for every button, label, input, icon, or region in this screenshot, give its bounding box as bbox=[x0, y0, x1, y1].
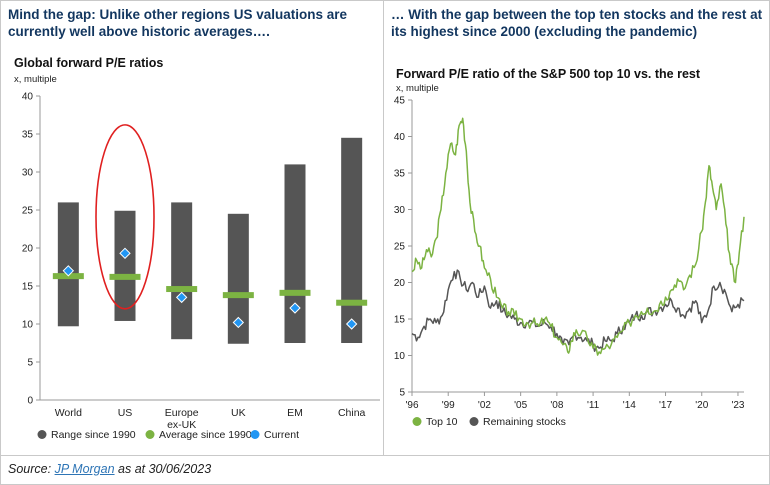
x-tick-label: ex-UK bbox=[167, 419, 196, 431]
x-tick-label: Europe bbox=[165, 407, 199, 419]
legend-swatch bbox=[250, 430, 260, 439]
left-chart-title: Global forward P/E ratios bbox=[14, 56, 164, 70]
x-tick-label: US bbox=[118, 407, 133, 419]
x-tick-label: '17 bbox=[659, 400, 672, 411]
x-tick-label: '99 bbox=[442, 400, 455, 411]
legend-swatch bbox=[412, 417, 422, 426]
left-chart-unit: x, multiple bbox=[14, 74, 57, 85]
range-bar bbox=[341, 137, 363, 343]
range-bar bbox=[114, 210, 136, 321]
average-mark bbox=[109, 273, 141, 280]
left-headline: Mind the gap: Unlike other regions US va… bbox=[8, 7, 348, 39]
current-marker bbox=[289, 302, 301, 314]
series-line-remaining-stocks bbox=[411, 269, 745, 352]
y-tick-label: 40 bbox=[394, 132, 406, 143]
x-tick-label: '96 bbox=[405, 400, 418, 411]
x-tick-label: UK bbox=[231, 407, 246, 419]
x-tick-label: '11 bbox=[587, 400, 600, 411]
range-bar bbox=[284, 164, 306, 343]
y-tick-label: 45 bbox=[394, 96, 406, 107]
legend-swatch bbox=[469, 417, 479, 426]
range-bar bbox=[171, 202, 193, 340]
x-tick-label: '08 bbox=[550, 400, 563, 411]
right-chart-title: Forward P/E ratio of the S&P 500 top 10 … bbox=[396, 67, 701, 81]
y-tick-label: 10 bbox=[22, 320, 34, 331]
source-divider bbox=[0, 455, 770, 456]
range-bar bbox=[57, 202, 79, 327]
top10-vs-rest-chart: 5 10 15 20 25 30 35 40 45 '96 '99 '02 '05 '08 '11 '14 '1… bbox=[394, 96, 745, 429]
legend-label: Range since 1990 bbox=[51, 429, 136, 441]
legend-label: Top 10 bbox=[426, 416, 458, 428]
x-tick-label: World bbox=[55, 407, 82, 419]
x-tick-label: '02 bbox=[478, 400, 491, 411]
y-tick-label: 35 bbox=[394, 169, 406, 180]
current-marker bbox=[175, 291, 188, 304]
legend-swatch bbox=[145, 430, 155, 439]
right-headline: … With the gap between the top ten stock… bbox=[391, 7, 763, 39]
x-tick-label: '05 bbox=[514, 400, 527, 411]
y-tick-label: 25 bbox=[22, 206, 34, 217]
y-tick-label: 10 bbox=[394, 351, 406, 362]
x-tick-label: EM bbox=[287, 407, 303, 419]
current-marker bbox=[62, 265, 75, 277]
y-tick-label: 5 bbox=[27, 358, 33, 369]
y-tick-label: 5 bbox=[399, 388, 405, 399]
y-tick-label: 30 bbox=[22, 168, 34, 179]
us-highlight-ellipse bbox=[95, 124, 155, 310]
current-marker bbox=[119, 247, 131, 260]
legend-swatch bbox=[37, 430, 47, 439]
y-tick-label: 20 bbox=[394, 278, 406, 289]
source-note: Source: JP Morgan as at 30/06/2023 bbox=[8, 462, 211, 476]
panel-divider bbox=[383, 0, 384, 455]
y-tick-label: 20 bbox=[22, 244, 34, 255]
average-mark bbox=[279, 289, 311, 296]
x-tick-label: '14 bbox=[623, 400, 636, 411]
y-tick-label: 15 bbox=[22, 282, 34, 293]
current-marker bbox=[345, 318, 358, 330]
x-tick-label: China bbox=[338, 407, 366, 419]
y-tick-label: 30 bbox=[394, 205, 406, 216]
legend-label: Average since 1990 bbox=[159, 429, 252, 441]
x-tick-label: '23 bbox=[731, 400, 744, 411]
y-tick-label: 0 bbox=[27, 396, 33, 407]
legend-label: Current bbox=[264, 429, 299, 441]
right-chart-unit: x, multiple bbox=[396, 83, 439, 94]
legend-label: Remaining stocks bbox=[483, 416, 566, 428]
source-suffix: as at 30/06/2023 bbox=[114, 462, 212, 476]
range-bar bbox=[227, 213, 249, 344]
y-tick-label: 40 bbox=[22, 92, 34, 103]
current-marker bbox=[232, 316, 245, 329]
y-tick-label: 25 bbox=[394, 242, 406, 253]
series-line-top-10 bbox=[411, 117, 745, 356]
x-tick-label: '20 bbox=[695, 400, 708, 411]
average-mark bbox=[336, 299, 368, 306]
source-prefix: Source: bbox=[8, 462, 55, 476]
average-mark bbox=[166, 286, 198, 293]
source-link[interactable]: JP Morgan bbox=[54, 462, 115, 476]
y-tick-label: 15 bbox=[394, 315, 406, 326]
y-tick-label: 35 bbox=[22, 130, 34, 141]
average-mark bbox=[222, 292, 254, 299]
